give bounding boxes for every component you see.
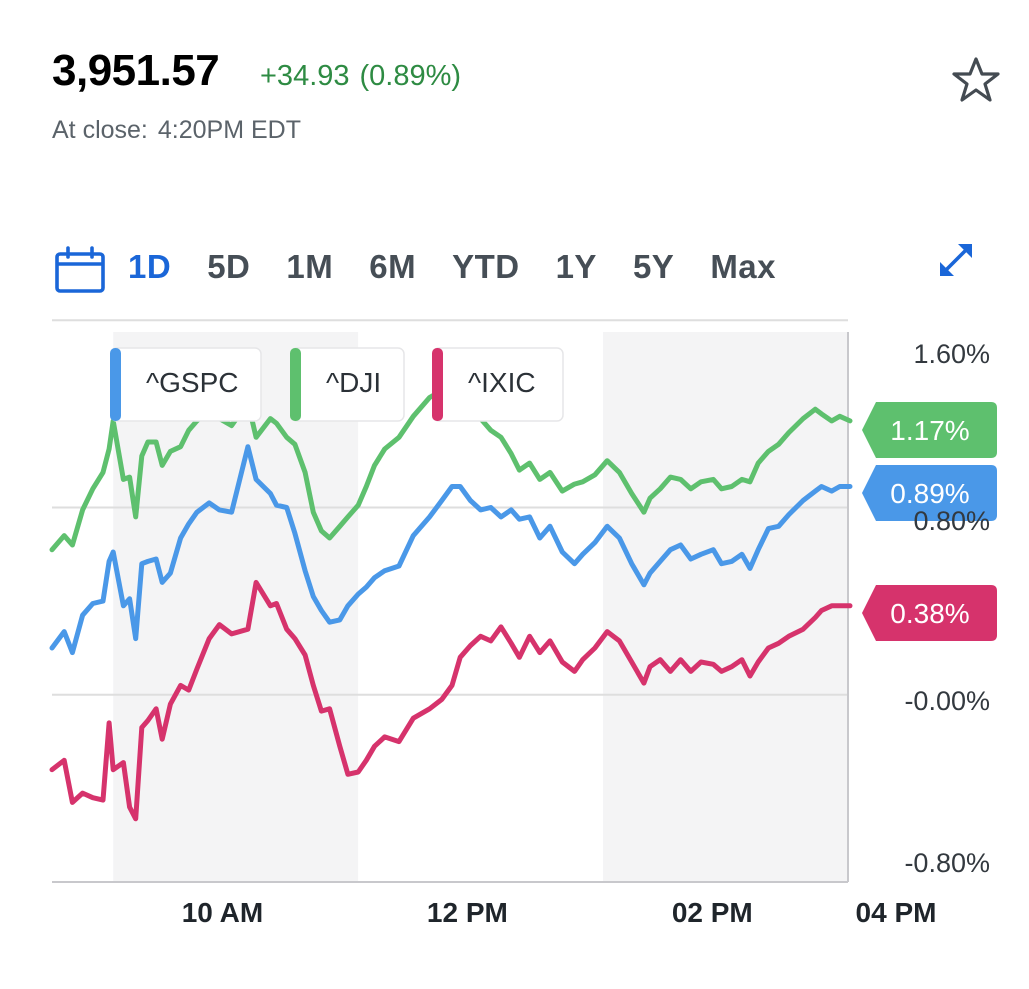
range-tab-max[interactable]: Max [710, 248, 777, 285]
series-line-gspc [49, 444, 853, 656]
legend-chip-ixic[interactable]: ^IXIC [432, 347, 564, 422]
x-tick-label: 04 PM [856, 897, 937, 928]
hour-band-1 [603, 332, 848, 882]
range-tab-6m[interactable]: 6M [369, 248, 417, 285]
legend-label: ^GSPC [146, 367, 239, 398]
legend-chip-gspc[interactable]: ^GSPC [110, 347, 262, 422]
end-label-flag [862, 402, 997, 458]
calendar-icon[interactable] [54, 246, 106, 294]
x-tick-label: 10 AM [182, 897, 263, 928]
y-tick-label: 0.80% [913, 506, 990, 536]
close-label: At close: [52, 116, 148, 144]
change-value: +34.93 [260, 60, 350, 92]
y-tick-labels: 1.60% 0.80% -0.00% -0.80% [904, 339, 990, 878]
change-percent: (0.89%) [359, 60, 462, 92]
legend-label: ^DJI [326, 367, 381, 398]
range-tab-1d[interactable]: 1D [128, 248, 172, 285]
range-tab-1m[interactable]: 1M [286, 248, 334, 285]
range-tabs: 1D 5D 1M 6M YTD 1Y 5Y Max [128, 248, 812, 286]
expand-icon[interactable] [936, 240, 976, 280]
close-time: 4:20PM EDT [157, 116, 301, 144]
end-label-value: 0.38% [890, 598, 969, 629]
legend-chip-dji[interactable]: ^DJI [290, 347, 405, 422]
end-label-value: 0.89% [890, 478, 969, 509]
legend: ^GSPC ^DJI ^IXIC [110, 347, 564, 422]
range-tab-5y[interactable]: 5Y [632, 248, 675, 285]
legend-label: ^IXIC [468, 367, 536, 398]
end-label-value: 1.17% [890, 415, 969, 446]
series-line-ixic [49, 579, 853, 822]
price-change: +34.93 (0.89%) [260, 60, 461, 93]
x-tick-label: 02 PM [672, 897, 753, 928]
y-tick-label: -0.00% [904, 686, 990, 716]
x-tick-labels: 10 AM 12 PM 02 PM 04 PM [182, 897, 937, 928]
range-tab-1y[interactable]: 1Y [555, 248, 597, 285]
grid-lines [52, 319, 848, 696]
range-tab-5d[interactable]: 5D [207, 248, 251, 285]
end-label-ixic: 0.38% [862, 585, 997, 641]
end-label-flag [862, 585, 997, 641]
legend-chip-swatch [432, 348, 443, 421]
star-icon[interactable] [950, 55, 1002, 105]
end-label-gspc: 0.89% [862, 465, 997, 521]
y-tick-label: 1.60% [913, 339, 990, 369]
end-label-dji: 1.17% [862, 402, 997, 458]
range-selector: 1D 5D 1M 6M YTD 1Y 5Y Max [52, 240, 992, 296]
x-tick-label: 12 PM [427, 897, 508, 928]
end-label-flag [862, 465, 997, 521]
y-tick-label: -0.80% [904, 848, 990, 878]
legend-chip-swatch [110, 348, 121, 421]
range-tab-ytd[interactable]: YTD [452, 248, 520, 285]
close-time-line: At close: 4:20PM EDT [52, 116, 301, 145]
legend-chip-swatch [290, 348, 301, 421]
price-value: 3,951.57 [52, 46, 220, 95]
end-labels: 1.17% 0.89% 0.38% [862, 402, 997, 641]
